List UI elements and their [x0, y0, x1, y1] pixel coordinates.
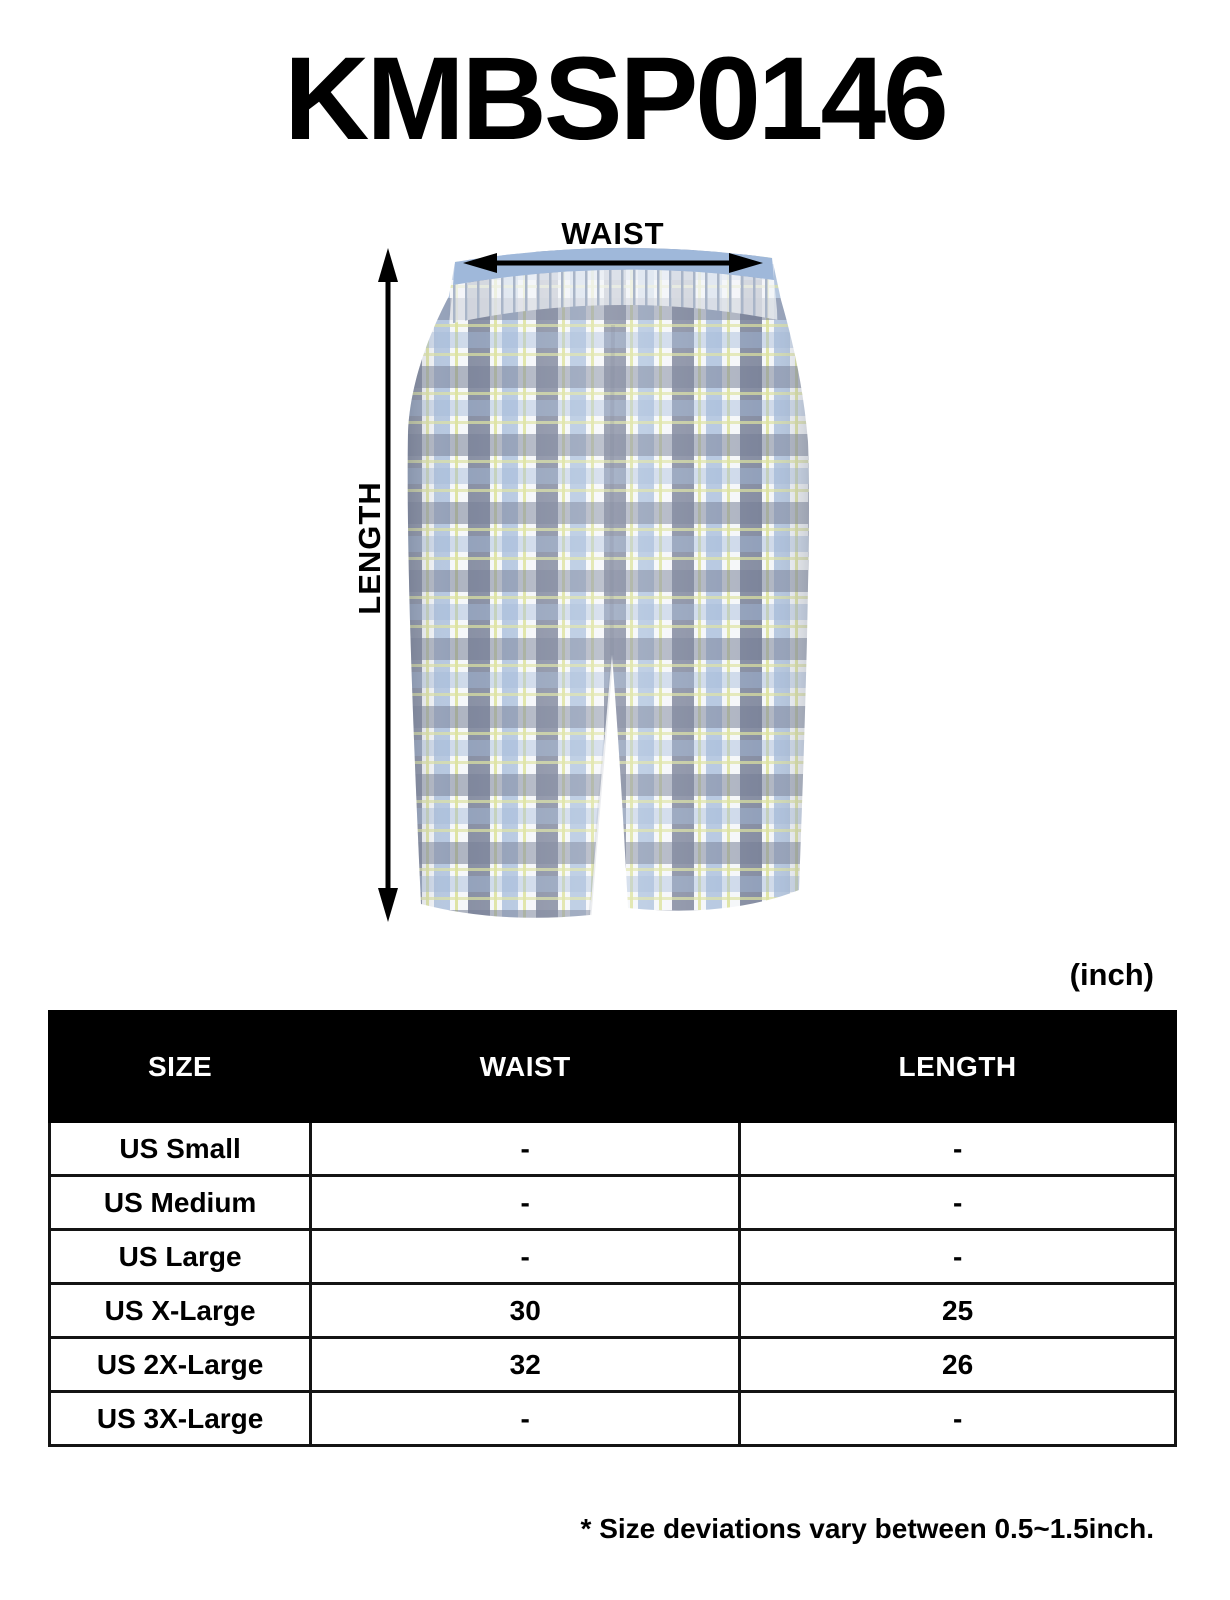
waist-cell: -: [309, 1390, 742, 1447]
size-cell: US X-Large: [47, 1282, 313, 1339]
size-cell: US Medium: [47, 1174, 313, 1231]
waist-measure-label: WAIST: [561, 216, 665, 251]
table-row: US 2X-Large 32 26: [47, 1336, 1177, 1393]
waist-cell: -: [309, 1120, 742, 1177]
waist-cell: -: [309, 1228, 742, 1285]
size-table: SIZE WAIST LENGTH US Small - - US Medium…: [47, 1010, 1177, 1447]
column-header-waist: WAIST: [309, 1010, 742, 1123]
table-row: US Medium - -: [47, 1174, 1177, 1231]
size-table-header-row: SIZE WAIST LENGTH: [47, 1010, 1177, 1123]
waist-arrow-icon: [463, 253, 763, 273]
length-cell: 26: [738, 1336, 1177, 1393]
waist-cell: -: [309, 1174, 742, 1231]
length-measure-label: LENGTH: [352, 481, 387, 615]
length-cell: -: [738, 1120, 1177, 1177]
length-cell: -: [738, 1228, 1177, 1285]
size-cell: US 2X-Large: [47, 1336, 313, 1393]
length-cell: 25: [738, 1282, 1177, 1339]
column-header-length: LENGTH: [738, 1010, 1177, 1123]
product-code-title: KMBSP0146: [284, 33, 949, 165]
size-cell: US Large: [47, 1228, 313, 1285]
column-header-size: SIZE: [47, 1010, 313, 1123]
table-row: US Small - -: [47, 1120, 1177, 1177]
unit-label: (inch): [1069, 957, 1154, 992]
table-row: US 3X-Large - -: [47, 1390, 1177, 1447]
length-arrow-icon: [378, 248, 398, 922]
measurement-figure: WAIST LENGTH: [352, 216, 809, 922]
size-deviation-note: * Size deviations vary between 0.5~1.5in…: [580, 1513, 1154, 1544]
waist-cell: 30: [309, 1282, 742, 1339]
table-row: US Large - -: [47, 1228, 1177, 1285]
size-cell: US Small: [47, 1120, 313, 1177]
table-row: US X-Large 30 25: [47, 1282, 1177, 1339]
size-cell: US 3X-Large: [47, 1390, 313, 1447]
waist-cell: 32: [309, 1336, 742, 1393]
shorts-product-image: [407, 247, 809, 918]
length-cell: -: [738, 1390, 1177, 1447]
length-cell: -: [738, 1174, 1177, 1231]
